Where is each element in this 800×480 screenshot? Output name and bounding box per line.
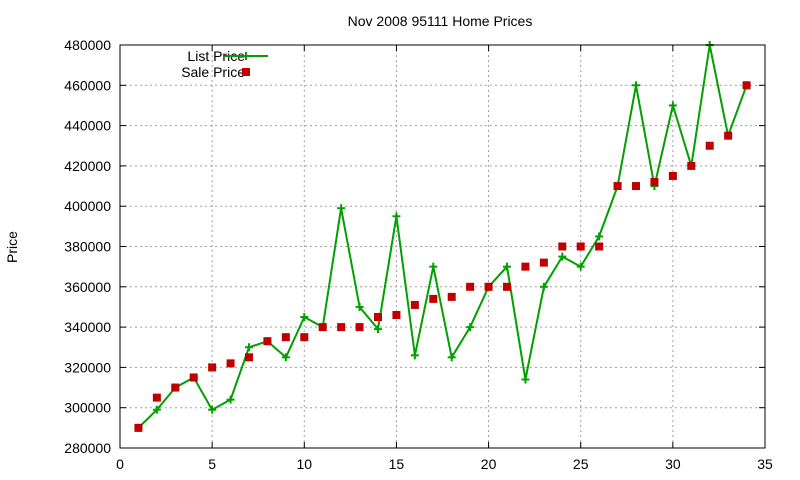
sale-price-point [521,262,530,271]
sale-price-point [742,81,751,90]
y-tick-label: 380000 [64,239,111,255]
legend-label: Sale Price [181,64,245,80]
x-tick-label: 5 [208,456,216,472]
x-tick-label: 15 [389,456,405,472]
list-price-point [576,262,585,271]
list-price-point [392,212,401,221]
legend-label: List Price [187,48,245,64]
list-price-point [539,282,548,291]
y-tick-label: 300000 [64,400,111,416]
sale-price-point [687,161,696,170]
list-price-point [152,405,161,414]
x-tick-label: 30 [665,456,681,472]
list-price-point [208,405,217,414]
list-price-point [558,252,567,261]
list-price-point [410,351,419,360]
legend-square-swatch [242,68,250,76]
sale-price-point [355,323,364,332]
sale-price-point [539,258,548,267]
y-tick-label: 420000 [64,158,111,174]
x-tick-label: 25 [573,456,589,472]
sale-price-point [558,242,567,251]
y-tick-label: 320000 [64,359,111,375]
sale-price-point [245,353,253,362]
y-tick-label: 440000 [64,118,111,134]
sale-price-point [263,337,272,346]
list-price-point [374,325,382,334]
sale-price-point [466,282,475,291]
sale-price-point [724,131,733,140]
grid-lines [120,45,765,448]
list-price-point [447,353,456,362]
legend-plus-swatch [242,52,250,60]
series-layer [134,41,751,432]
x-tick-label: 0 [116,456,124,472]
sale-price-point [410,300,419,309]
plot-frame [119,44,766,449]
list-price-line [137,44,748,429]
sale-price-point [705,141,714,150]
sale-price-point [171,383,180,392]
list-price-point [632,81,640,90]
y-tick-label: 460000 [64,77,111,93]
sale-price-point [595,242,604,251]
list-price-point [281,353,290,362]
y-tick-label: 480000 [64,37,111,53]
sale-price-point [668,171,677,180]
sale-price-point [613,182,622,191]
x-tick-label: 35 [757,456,773,472]
axis-ticks: 0 5 10 15 20 25 30 35 280000 300000 320000 340000 36… [64,37,773,472]
sale-price-point [650,178,659,187]
sale-price-point [392,311,401,320]
y-tick-label: 400000 [64,198,111,214]
list-price-point [300,313,309,322]
sale-price-point [429,294,438,303]
sale-price-point [632,182,640,191]
x-tick-label: 20 [481,456,497,472]
list-price-point [226,395,235,404]
list-price-point [245,343,253,352]
y-tick-label: 340000 [64,319,111,335]
sale-price-point [152,393,161,402]
sale-price-point [300,333,309,342]
y-tick-label: 280000 [64,440,111,456]
list-price-point [668,101,677,110]
sale-price-point [337,323,346,332]
y-axis-label: Price [4,231,20,263]
sale-price-point [447,292,456,301]
y-tick-label: 360000 [64,279,111,295]
sale-price-point [134,423,143,432]
list-price-point [595,232,604,241]
sale-price-point [318,323,327,332]
sale-price-point [226,359,235,368]
list-price-point [466,323,475,332]
list-price-point [355,302,364,311]
sale-price-point [484,282,493,291]
list-price-point [337,204,346,213]
sale-price-point [576,242,585,251]
list-price-point [429,262,438,271]
list-price-point [521,375,530,384]
list-price-point [503,262,511,271]
sale-price-point [374,313,382,322]
chart-title: Nov 2008 95111 Home Prices [348,13,533,29]
sale-price-point [503,282,511,291]
sale-price-point [281,333,290,342]
x-tick-label: 10 [296,456,312,472]
sale-price-point [208,363,217,372]
sale-price-point [189,373,198,382]
